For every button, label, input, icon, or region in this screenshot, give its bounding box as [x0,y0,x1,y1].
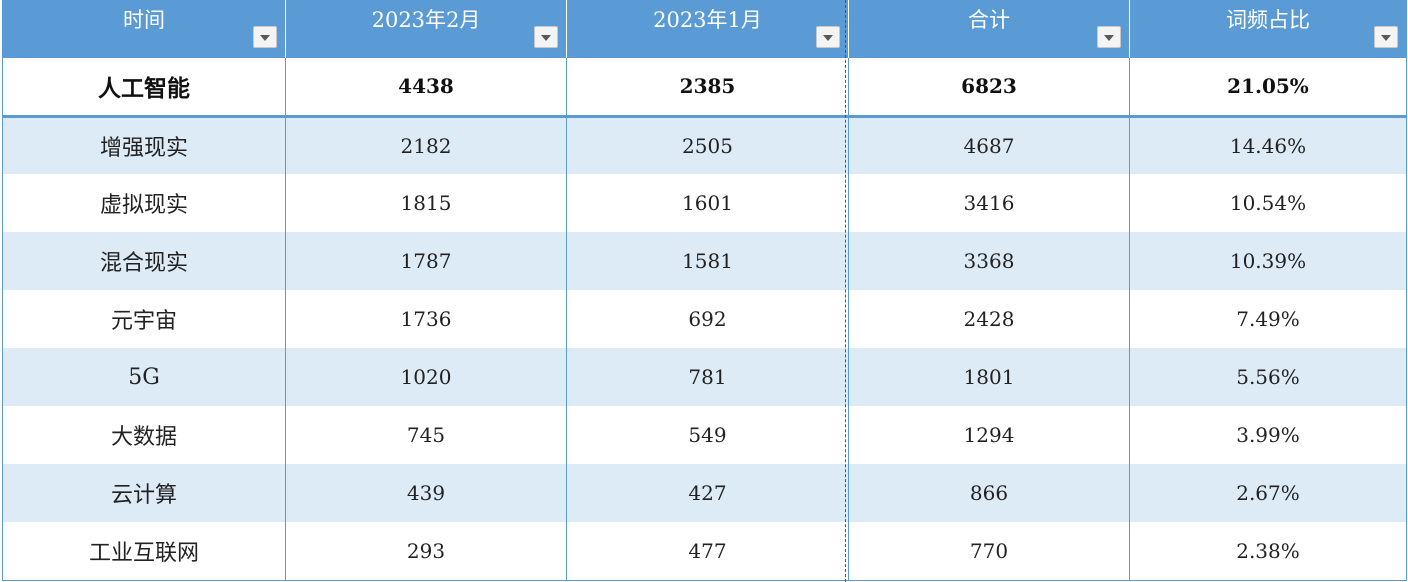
table-cell[interactable]: 3416 [848,174,1130,232]
header-cell-jan-2023[interactable]: 2023年1月 [566,0,849,58]
table-cell[interactable]: 人工智能 [2,58,286,118]
table-cell[interactable]: 1815 [285,174,567,232]
table-cell[interactable]: 2.67% [1129,464,1407,522]
header-label: 2023年2月 [371,8,481,32]
table-cell[interactable]: 4687 [848,116,1130,174]
header-row: 时间 2023年2月 2023年1月 合计 词频占比 [2,0,1407,58]
table-cell[interactable]: 1601 [566,174,849,232]
table-cell[interactable]: 2182 [285,116,567,174]
table-row: 人工智能 4438 2385 6823 21.05% [2,58,1407,118]
table-cell[interactable]: 1801 [848,348,1130,406]
chevron-down-icon [541,35,551,41]
table-cell[interactable]: 7.49% [1129,290,1407,348]
table-cell[interactable]: 10.54% [1129,174,1407,232]
table-cell[interactable]: 477 [566,522,849,581]
chevron-down-icon [1104,35,1114,41]
table-cell[interactable]: 混合现实 [2,232,286,290]
table-cell[interactable]: 1787 [285,232,567,290]
table-cell[interactable]: 1581 [566,232,849,290]
table-cell[interactable]: 2385 [566,58,849,118]
header-cell-feb-2023[interactable]: 2023年2月 [285,0,567,58]
table-row: 虚拟现实 1815 1601 3416 10.54% [2,174,1407,232]
header-label: 合计 [968,8,1010,32]
table-cell[interactable]: 2.38% [1129,522,1407,581]
chevron-down-icon [1381,35,1391,41]
header-label: 词频占比 [1226,8,1310,32]
header-cell-frequency-share[interactable]: 词频占比 [1129,0,1407,58]
chevron-down-icon [260,35,270,41]
table-cell[interactable]: 10.39% [1129,232,1407,290]
table-cell[interactable]: 3368 [848,232,1130,290]
table-cell[interactable]: 439 [285,464,567,522]
table-row: 5G 1020 781 1801 5.56% [2,348,1407,406]
table-cell[interactable]: 2505 [566,116,849,174]
table-cell[interactable]: 云计算 [2,464,286,522]
filter-dropdown-button[interactable] [1374,26,1398,48]
table-row: 工业互联网 293 477 770 2.38% [2,522,1407,581]
table-cell[interactable]: 5.56% [1129,348,1407,406]
table-cell[interactable]: 1736 [285,290,567,348]
table-cell[interactable]: 大数据 [2,406,286,464]
table-cell[interactable]: 虚拟现实 [2,174,286,232]
table-cell[interactable]: 工业互联网 [2,522,286,581]
table-cell[interactable]: 770 [848,522,1130,581]
table-row: 大数据 745 549 1294 3.99% [2,406,1407,464]
filter-dropdown-button[interactable] [534,26,558,48]
table-cell[interactable]: 21.05% [1129,58,1407,118]
table-cell[interactable]: 14.46% [1129,116,1407,174]
filter-dropdown-button[interactable] [1097,26,1121,48]
table-cell[interactable]: 866 [848,464,1130,522]
table-cell[interactable]: 3.99% [1129,406,1407,464]
table-cell[interactable]: 元宇宙 [2,290,286,348]
table-cell[interactable]: 4438 [285,58,567,118]
table-cell[interactable]: 2428 [848,290,1130,348]
table-row: 混合现实 1787 1581 3368 10.39% [2,232,1407,290]
header-label: 时间 [123,8,165,32]
chevron-down-icon [823,35,833,41]
filter-dropdown-button[interactable] [253,26,277,48]
table-cell[interactable]: 6823 [848,58,1130,118]
table-cell[interactable]: 1294 [848,406,1130,464]
table-cell[interactable]: 692 [566,290,849,348]
table-cell[interactable]: 增强现实 [2,116,286,174]
table-cell[interactable]: 549 [566,406,849,464]
table-cell[interactable]: 293 [285,522,567,581]
header-cell-total[interactable]: 合计 [848,0,1130,58]
table-cell[interactable]: 781 [566,348,849,406]
table-cell[interactable]: 427 [566,464,849,522]
table-cell[interactable]: 745 [285,406,567,464]
filter-dropdown-button[interactable] [816,26,840,48]
table-cell[interactable]: 1020 [285,348,567,406]
table-row: 元宇宙 1736 692 2428 7.49% [2,290,1407,348]
table-row: 增强现实 2182 2505 4687 14.46% [2,116,1407,174]
table-row: 云计算 439 427 866 2.67% [2,464,1407,522]
table-cell[interactable]: 5G [2,348,286,406]
header-cell-time[interactable]: 时间 [2,0,286,58]
header-label: 2023年1月 [653,8,762,32]
